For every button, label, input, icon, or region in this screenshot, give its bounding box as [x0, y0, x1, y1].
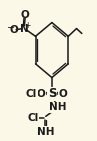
Text: NH: NH — [49, 102, 66, 112]
Text: Cl: Cl — [27, 114, 39, 123]
Text: S: S — [48, 87, 56, 100]
Text: −: − — [7, 23, 16, 33]
Text: O: O — [10, 25, 19, 35]
Text: +: + — [24, 21, 30, 30]
Text: N: N — [20, 24, 29, 34]
Text: O: O — [21, 10, 29, 20]
Text: O: O — [37, 89, 46, 99]
Text: NH: NH — [37, 127, 54, 137]
Text: Cl: Cl — [26, 89, 37, 99]
Text: O: O — [58, 89, 67, 99]
